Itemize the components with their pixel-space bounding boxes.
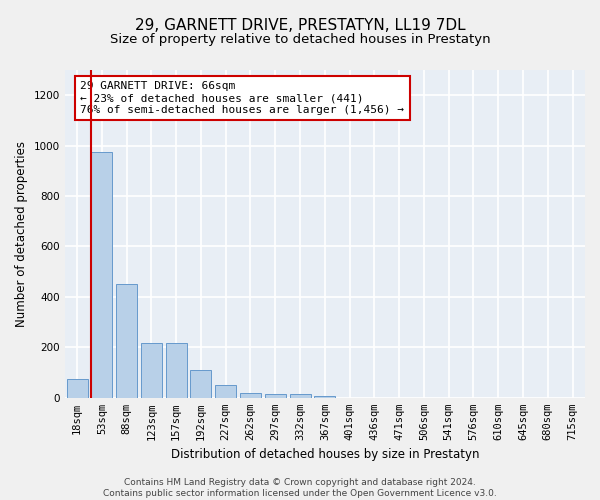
Bar: [290, 394, 311, 398]
Bar: [190, 370, 211, 398]
Text: Size of property relative to detached houses in Prestatyn: Size of property relative to detached ho…: [110, 32, 490, 46]
Bar: [116, 284, 137, 398]
Bar: [215, 385, 236, 398]
Bar: [166, 344, 187, 398]
Y-axis label: Number of detached properties: Number of detached properties: [15, 141, 28, 327]
Bar: [67, 378, 88, 398]
Bar: [141, 344, 162, 398]
Text: Contains HM Land Registry data © Crown copyright and database right 2024.
Contai: Contains HM Land Registry data © Crown c…: [103, 478, 497, 498]
Bar: [265, 394, 286, 398]
X-axis label: Distribution of detached houses by size in Prestatyn: Distribution of detached houses by size …: [170, 448, 479, 462]
Bar: [314, 396, 335, 398]
Bar: [91, 152, 112, 398]
Text: 29, GARNETT DRIVE, PRESTATYN, LL19 7DL: 29, GARNETT DRIVE, PRESTATYN, LL19 7DL: [134, 18, 466, 32]
Text: 29 GARNETT DRIVE: 66sqm
← 23% of detached houses are smaller (441)
76% of semi-d: 29 GARNETT DRIVE: 66sqm ← 23% of detache…: [80, 82, 404, 114]
Bar: [240, 392, 261, 398]
